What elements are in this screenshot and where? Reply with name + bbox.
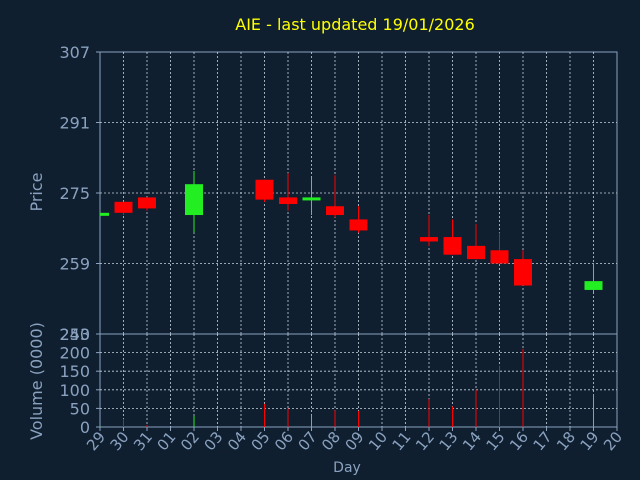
- candle-body: [279, 197, 297, 205]
- candle-body: [255, 179, 274, 200]
- x-tick-label: 16: [506, 428, 532, 454]
- candle-body: [490, 250, 509, 264]
- x-tick-label: 13: [436, 428, 462, 454]
- x-tick-label: 12: [412, 428, 438, 454]
- candle-body: [138, 197, 156, 209]
- candle-body: [349, 219, 368, 231]
- candle-body: [326, 206, 344, 216]
- volume-tick-label: 100: [59, 381, 90, 400]
- candle-body: [100, 212, 109, 216]
- x-tick-label: 31: [130, 428, 156, 454]
- x-tick-label: 17: [530, 428, 556, 454]
- x-tick-label: 15: [483, 428, 509, 454]
- candle-body: [420, 237, 438, 242]
- x-tick-label: 02: [177, 428, 203, 454]
- x-tick-label: 08: [318, 428, 344, 454]
- x-tick-label: 06: [271, 428, 297, 454]
- candle-body: [302, 197, 321, 201]
- x-tick-label: 03: [201, 428, 227, 454]
- candle-body: [443, 237, 462, 255]
- x-tick-label: 14: [459, 428, 485, 454]
- candle-body: [514, 259, 532, 286]
- x-tick-label: 20: [600, 428, 626, 454]
- price-tick-label: 291: [59, 114, 90, 133]
- x-tick-label: 01: [154, 428, 180, 454]
- volume-axis-label: Volume (0000): [27, 322, 46, 440]
- price-tick-label: 243: [59, 325, 90, 344]
- volume-tick-label: 250: [59, 325, 90, 344]
- x-axis-label: Day: [333, 460, 361, 476]
- price-tick-label: 307: [59, 43, 90, 62]
- chart-title: AIE - last updated 19/01/2026: [235, 15, 475, 34]
- volume-tick-label: 50: [70, 399, 90, 418]
- volume-tick-label: 0: [80, 418, 90, 437]
- x-tick-label: 09: [342, 428, 368, 454]
- price-panel: 307 291 275 259 243: [59, 43, 618, 344]
- x-tick-label: 19: [577, 428, 603, 454]
- price-tick-label: 259: [59, 255, 90, 274]
- price-tick-label: 275: [59, 184, 90, 203]
- price-axis-label: Price: [27, 172, 46, 211]
- volume-tick-label: 200: [59, 344, 90, 363]
- x-tick-label: 05: [248, 428, 274, 454]
- x-tick-label: 10: [365, 428, 391, 454]
- x-tick-label: 11: [389, 428, 415, 454]
- volume-tick-label: 150: [59, 362, 90, 381]
- x-axis: 2930310102030405060708091011121314151617…: [83, 427, 626, 454]
- x-tick-label: 04: [224, 428, 250, 454]
- candle-body: [114, 201, 133, 213]
- x-tick-label: 07: [295, 428, 321, 454]
- x-tick-label: 18: [553, 428, 579, 454]
- x-tick-label: 30: [107, 428, 133, 454]
- candle-body: [185, 184, 203, 216]
- candle-body: [467, 245, 485, 260]
- candle-body: [584, 281, 603, 290]
